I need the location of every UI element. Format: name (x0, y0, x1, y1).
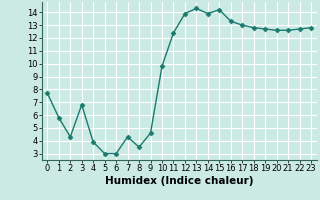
X-axis label: Humidex (Indice chaleur): Humidex (Indice chaleur) (105, 176, 253, 186)
